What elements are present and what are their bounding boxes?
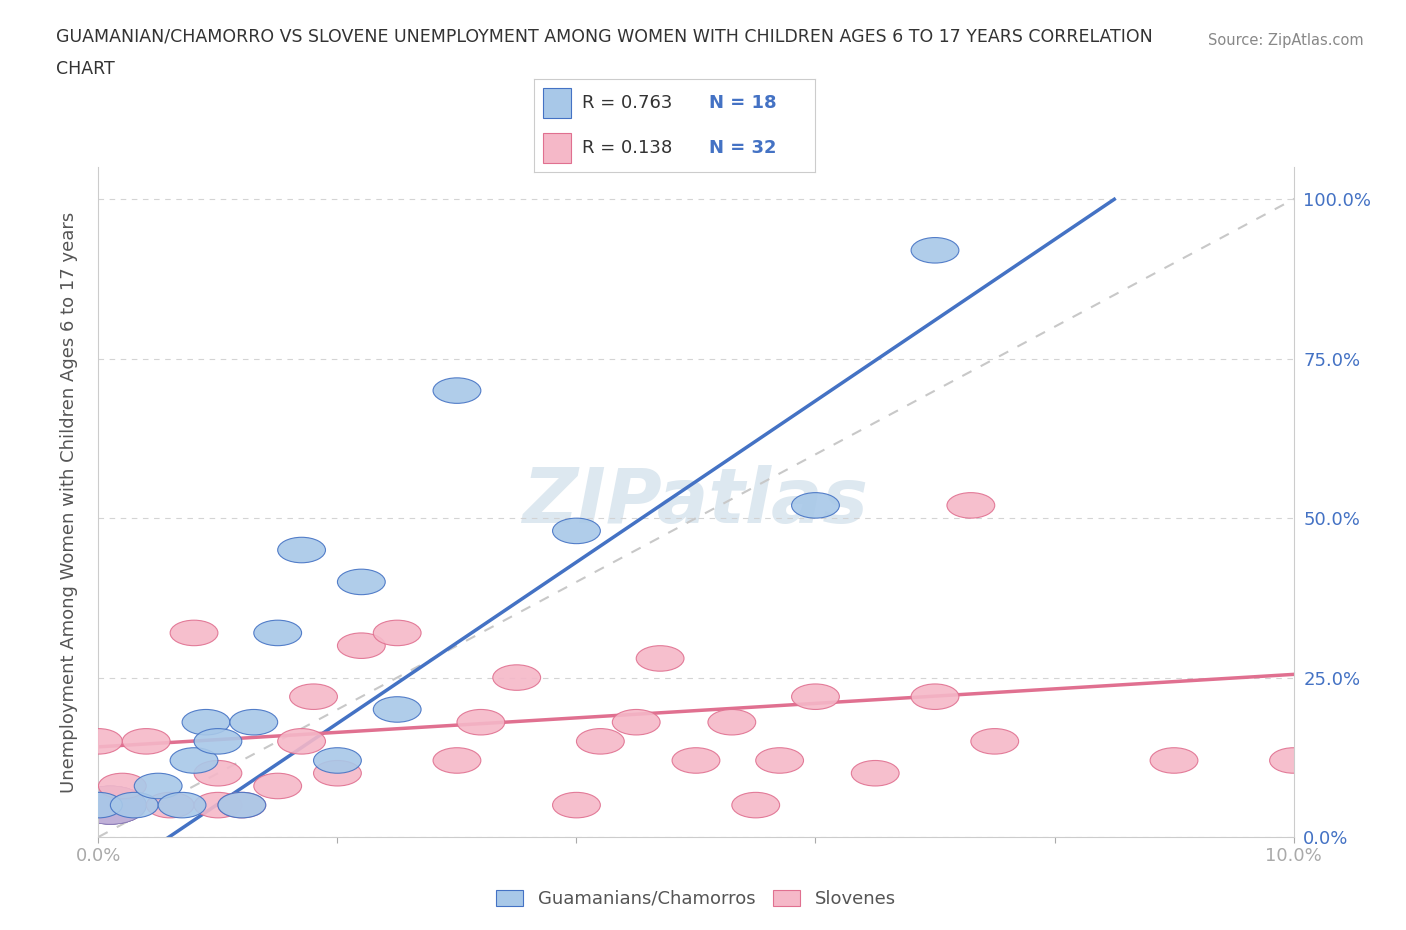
Ellipse shape xyxy=(75,792,122,817)
Text: Source: ZipAtlas.com: Source: ZipAtlas.com xyxy=(1208,33,1364,47)
Ellipse shape xyxy=(194,728,242,754)
Ellipse shape xyxy=(135,773,183,799)
Text: GUAMANIAN/CHAMORRO VS SLOVENE UNEMPLOYMENT AMONG WOMEN WITH CHILDREN AGES 6 TO 1: GUAMANIAN/CHAMORRO VS SLOVENE UNEMPLOYME… xyxy=(56,28,1153,46)
Ellipse shape xyxy=(792,493,839,518)
Ellipse shape xyxy=(111,792,159,817)
Y-axis label: Unemployment Among Women with Children Ages 6 to 17 years: Unemployment Among Women with Children A… xyxy=(59,212,77,792)
Ellipse shape xyxy=(75,786,146,824)
Ellipse shape xyxy=(254,773,301,799)
Ellipse shape xyxy=(75,786,146,824)
Ellipse shape xyxy=(159,792,207,817)
Ellipse shape xyxy=(231,710,278,735)
Ellipse shape xyxy=(374,697,422,723)
Ellipse shape xyxy=(337,633,385,658)
Ellipse shape xyxy=(970,728,1018,754)
Text: N = 18: N = 18 xyxy=(709,94,776,113)
Text: N = 32: N = 32 xyxy=(709,139,776,157)
Ellipse shape xyxy=(911,684,959,710)
Ellipse shape xyxy=(183,710,231,735)
Ellipse shape xyxy=(98,773,146,799)
Ellipse shape xyxy=(637,645,685,671)
Ellipse shape xyxy=(254,620,301,645)
Ellipse shape xyxy=(290,684,337,710)
FancyBboxPatch shape xyxy=(543,88,571,118)
Ellipse shape xyxy=(146,792,194,817)
Ellipse shape xyxy=(75,728,122,754)
Ellipse shape xyxy=(170,748,218,773)
Ellipse shape xyxy=(756,748,804,773)
Ellipse shape xyxy=(314,748,361,773)
Ellipse shape xyxy=(374,620,422,645)
Ellipse shape xyxy=(576,728,624,754)
Ellipse shape xyxy=(194,761,242,786)
Ellipse shape xyxy=(613,710,661,735)
FancyBboxPatch shape xyxy=(543,133,571,163)
Ellipse shape xyxy=(433,378,481,404)
Ellipse shape xyxy=(852,761,900,786)
Ellipse shape xyxy=(457,710,505,735)
Ellipse shape xyxy=(75,786,146,824)
Ellipse shape xyxy=(731,792,780,817)
Ellipse shape xyxy=(75,786,146,824)
Ellipse shape xyxy=(911,237,959,263)
Ellipse shape xyxy=(494,665,541,690)
Ellipse shape xyxy=(553,518,600,544)
Ellipse shape xyxy=(792,684,839,710)
Ellipse shape xyxy=(314,761,361,786)
Ellipse shape xyxy=(948,493,995,518)
Ellipse shape xyxy=(278,728,326,754)
Ellipse shape xyxy=(218,792,266,817)
Text: R = 0.763: R = 0.763 xyxy=(582,94,672,113)
Ellipse shape xyxy=(672,748,720,773)
Ellipse shape xyxy=(433,748,481,773)
Text: R = 0.138: R = 0.138 xyxy=(582,139,672,157)
Ellipse shape xyxy=(194,792,242,817)
Ellipse shape xyxy=(709,710,756,735)
Text: CHART: CHART xyxy=(56,60,115,78)
Text: ZIPatlas: ZIPatlas xyxy=(523,465,869,539)
Ellipse shape xyxy=(122,728,170,754)
Ellipse shape xyxy=(337,569,385,594)
Ellipse shape xyxy=(1150,748,1198,773)
Legend: Guamanians/Chamorros, Slovenes: Guamanians/Chamorros, Slovenes xyxy=(489,883,903,915)
Ellipse shape xyxy=(170,620,218,645)
Ellipse shape xyxy=(278,538,326,563)
Ellipse shape xyxy=(553,792,600,817)
Ellipse shape xyxy=(1270,748,1317,773)
Ellipse shape xyxy=(75,786,146,824)
Ellipse shape xyxy=(218,792,266,817)
